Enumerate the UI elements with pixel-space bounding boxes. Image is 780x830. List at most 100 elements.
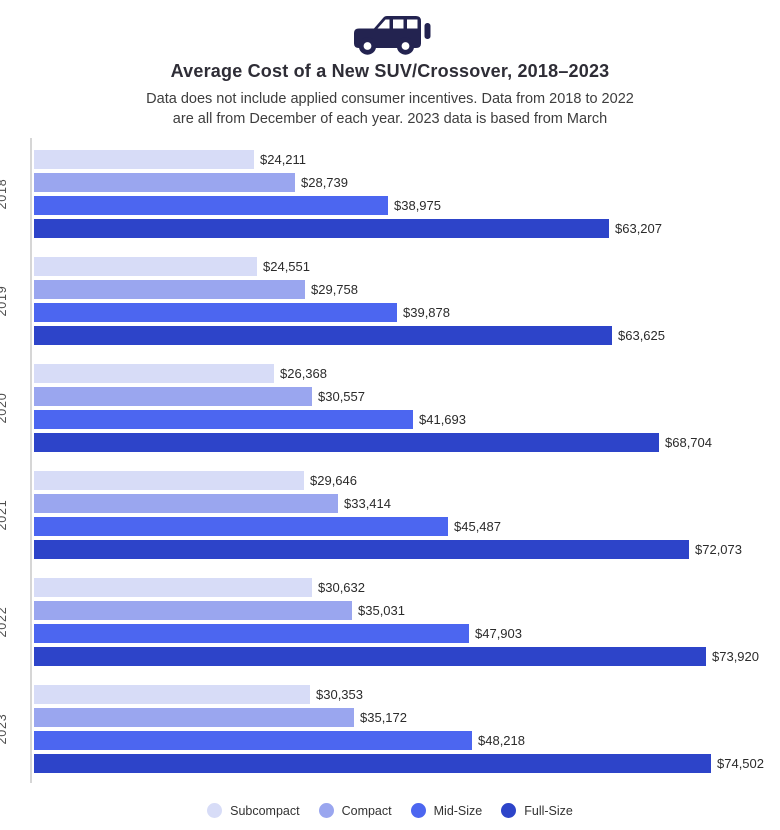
value-label: $24,551	[263, 259, 310, 274]
bar-midsize-2023	[34, 731, 472, 750]
bar-row: $35,172	[34, 708, 770, 727]
bar-subcompact-2018	[34, 150, 254, 169]
bar-chart: 2018 $24,211 $28,739 $38,975 $63,207 2019 $24,…	[0, 138, 770, 783]
year-axis-label: 2020	[0, 392, 9, 424]
year-group-2021: 2021 $29,646 $33,414 $45,487 $72,073	[0, 471, 770, 559]
bar-row: $41,693	[34, 410, 770, 429]
bar-row: $45,487	[34, 517, 770, 536]
bar-row: $38,975	[34, 196, 770, 215]
value-label: $68,704	[665, 435, 712, 450]
legend-label: Compact	[341, 803, 392, 818]
bar-row: $68,704	[34, 433, 770, 452]
legend-item-compact: Compact	[318, 803, 392, 818]
legend-label: Subcompact	[230, 803, 300, 818]
bar-row: $24,211	[34, 150, 770, 169]
year-group-2018: 2018 $24,211 $28,739 $38,975 $63,207	[0, 150, 770, 238]
bar-midsize-2021	[34, 517, 448, 536]
value-label: $63,625	[618, 328, 665, 343]
bar-subcompact-2020	[34, 364, 274, 383]
bar-row: $30,557	[34, 387, 770, 406]
bar-subcompact-2023	[34, 685, 310, 704]
bar-row: $73,920	[34, 647, 770, 666]
value-label: $30,632	[318, 580, 365, 595]
bar-midsize-2022	[34, 624, 469, 643]
value-label: $24,211	[260, 152, 307, 167]
value-label: $35,031	[358, 603, 405, 618]
bar-row: $35,031	[34, 601, 770, 620]
legend: Subcompact Compact Mid-Size Full-Size	[0, 803, 780, 818]
chart-plot: 2018 $24,211 $28,739 $38,975 $63,207 2019 $24,…	[0, 150, 770, 773]
bar-fullsize-2022	[34, 647, 706, 666]
bar-fullsize-2018	[34, 219, 609, 238]
subtitle-line-2: are all from December of each year. 2023…	[172, 111, 608, 127]
bar-row: $33,414	[34, 494, 770, 513]
bar-row: $48,218	[34, 731, 770, 750]
page-title: Average Cost of a New SUV/Crossover, 201…	[170, 61, 610, 81]
bar-row: $28,739	[34, 173, 770, 192]
bar-compact-2021	[34, 494, 338, 513]
bar-row: $26,368	[34, 364, 770, 383]
legend-label: Full-Size	[524, 803, 573, 818]
year-group-2019: 2019 $24,551 $29,758 $39,878 $63,625	[0, 257, 770, 345]
legend-item-fullsize: Full-Size	[501, 803, 573, 818]
bar-compact-2020	[34, 387, 312, 406]
value-label: $72,073	[695, 542, 742, 557]
value-label: $45,487	[454, 519, 501, 534]
bar-row: $30,632	[34, 578, 770, 597]
bar-row: $63,207	[34, 219, 770, 238]
value-label: $41,693	[419, 412, 466, 427]
bar-fullsize-2023	[34, 754, 711, 773]
value-label: $28,739	[301, 175, 348, 190]
legend-item-midsize: Mid-Size	[410, 803, 482, 818]
bar-row: $47,903	[34, 624, 770, 643]
bar-compact-2023	[34, 708, 354, 727]
bar-fullsize-2019	[34, 326, 612, 345]
year-axis-label: 2021	[0, 499, 9, 531]
year-group-2020: 2020 $26,368 $30,557 $41,693 $68,704	[0, 364, 770, 452]
suv-icon	[0, 8, 780, 55]
year-axis-label: 2019	[0, 285, 9, 317]
bar-row: $39,878	[34, 303, 770, 322]
bar-midsize-2018	[34, 196, 388, 215]
legend-swatch-icon	[207, 803, 223, 818]
bar-subcompact-2019	[34, 257, 257, 276]
value-label: $30,557	[318, 389, 365, 404]
value-label: $39,878	[403, 305, 450, 320]
bar-row: $29,646	[34, 471, 770, 490]
value-label: $26,368	[280, 366, 327, 381]
legend-swatch-icon	[318, 803, 334, 818]
value-label: $29,646	[310, 473, 357, 488]
bar-row: $63,625	[34, 326, 770, 345]
legend-swatch-icon	[410, 803, 426, 818]
value-label: $48,218	[478, 733, 525, 748]
legend-swatch-icon	[501, 803, 517, 818]
bar-row: $30,353	[34, 685, 770, 704]
value-label: $63,207	[615, 221, 662, 236]
chart-header: Average Cost of a New SUV/Crossover, 201…	[0, 0, 780, 129]
page-subtitle: Data does not include applied consumer i…	[0, 89, 780, 129]
bar-row: $29,758	[34, 280, 770, 299]
bar-compact-2018	[34, 173, 295, 192]
bar-midsize-2020	[34, 410, 413, 429]
bar-compact-2022	[34, 601, 352, 620]
value-label: $74,502	[717, 756, 764, 771]
subtitle-line-1: Data does not include applied consumer i…	[146, 91, 634, 107]
bar-row: $72,073	[34, 540, 770, 559]
year-group-2022: 2022 $30,632 $35,031 $47,903 $73,920	[0, 578, 770, 666]
year-axis-label: 2018	[0, 178, 9, 210]
bar-fullsize-2021	[34, 540, 689, 559]
legend-item-subcompact: Subcompact	[207, 803, 300, 818]
bar-midsize-2019	[34, 303, 397, 322]
bar-row: $24,551	[34, 257, 770, 276]
value-label: $35,172	[360, 710, 407, 725]
bar-subcompact-2022	[34, 578, 312, 597]
bar-fullsize-2020	[34, 433, 659, 452]
value-label: $47,903	[475, 626, 522, 641]
bar-compact-2019	[34, 280, 305, 299]
year-axis-label: 2023	[0, 713, 9, 745]
bar-row: $74,502	[34, 754, 770, 773]
value-label: $30,353	[316, 687, 363, 702]
value-label: $73,920	[712, 649, 759, 664]
value-label: $38,975	[394, 198, 441, 213]
value-label: $33,414	[344, 496, 391, 511]
